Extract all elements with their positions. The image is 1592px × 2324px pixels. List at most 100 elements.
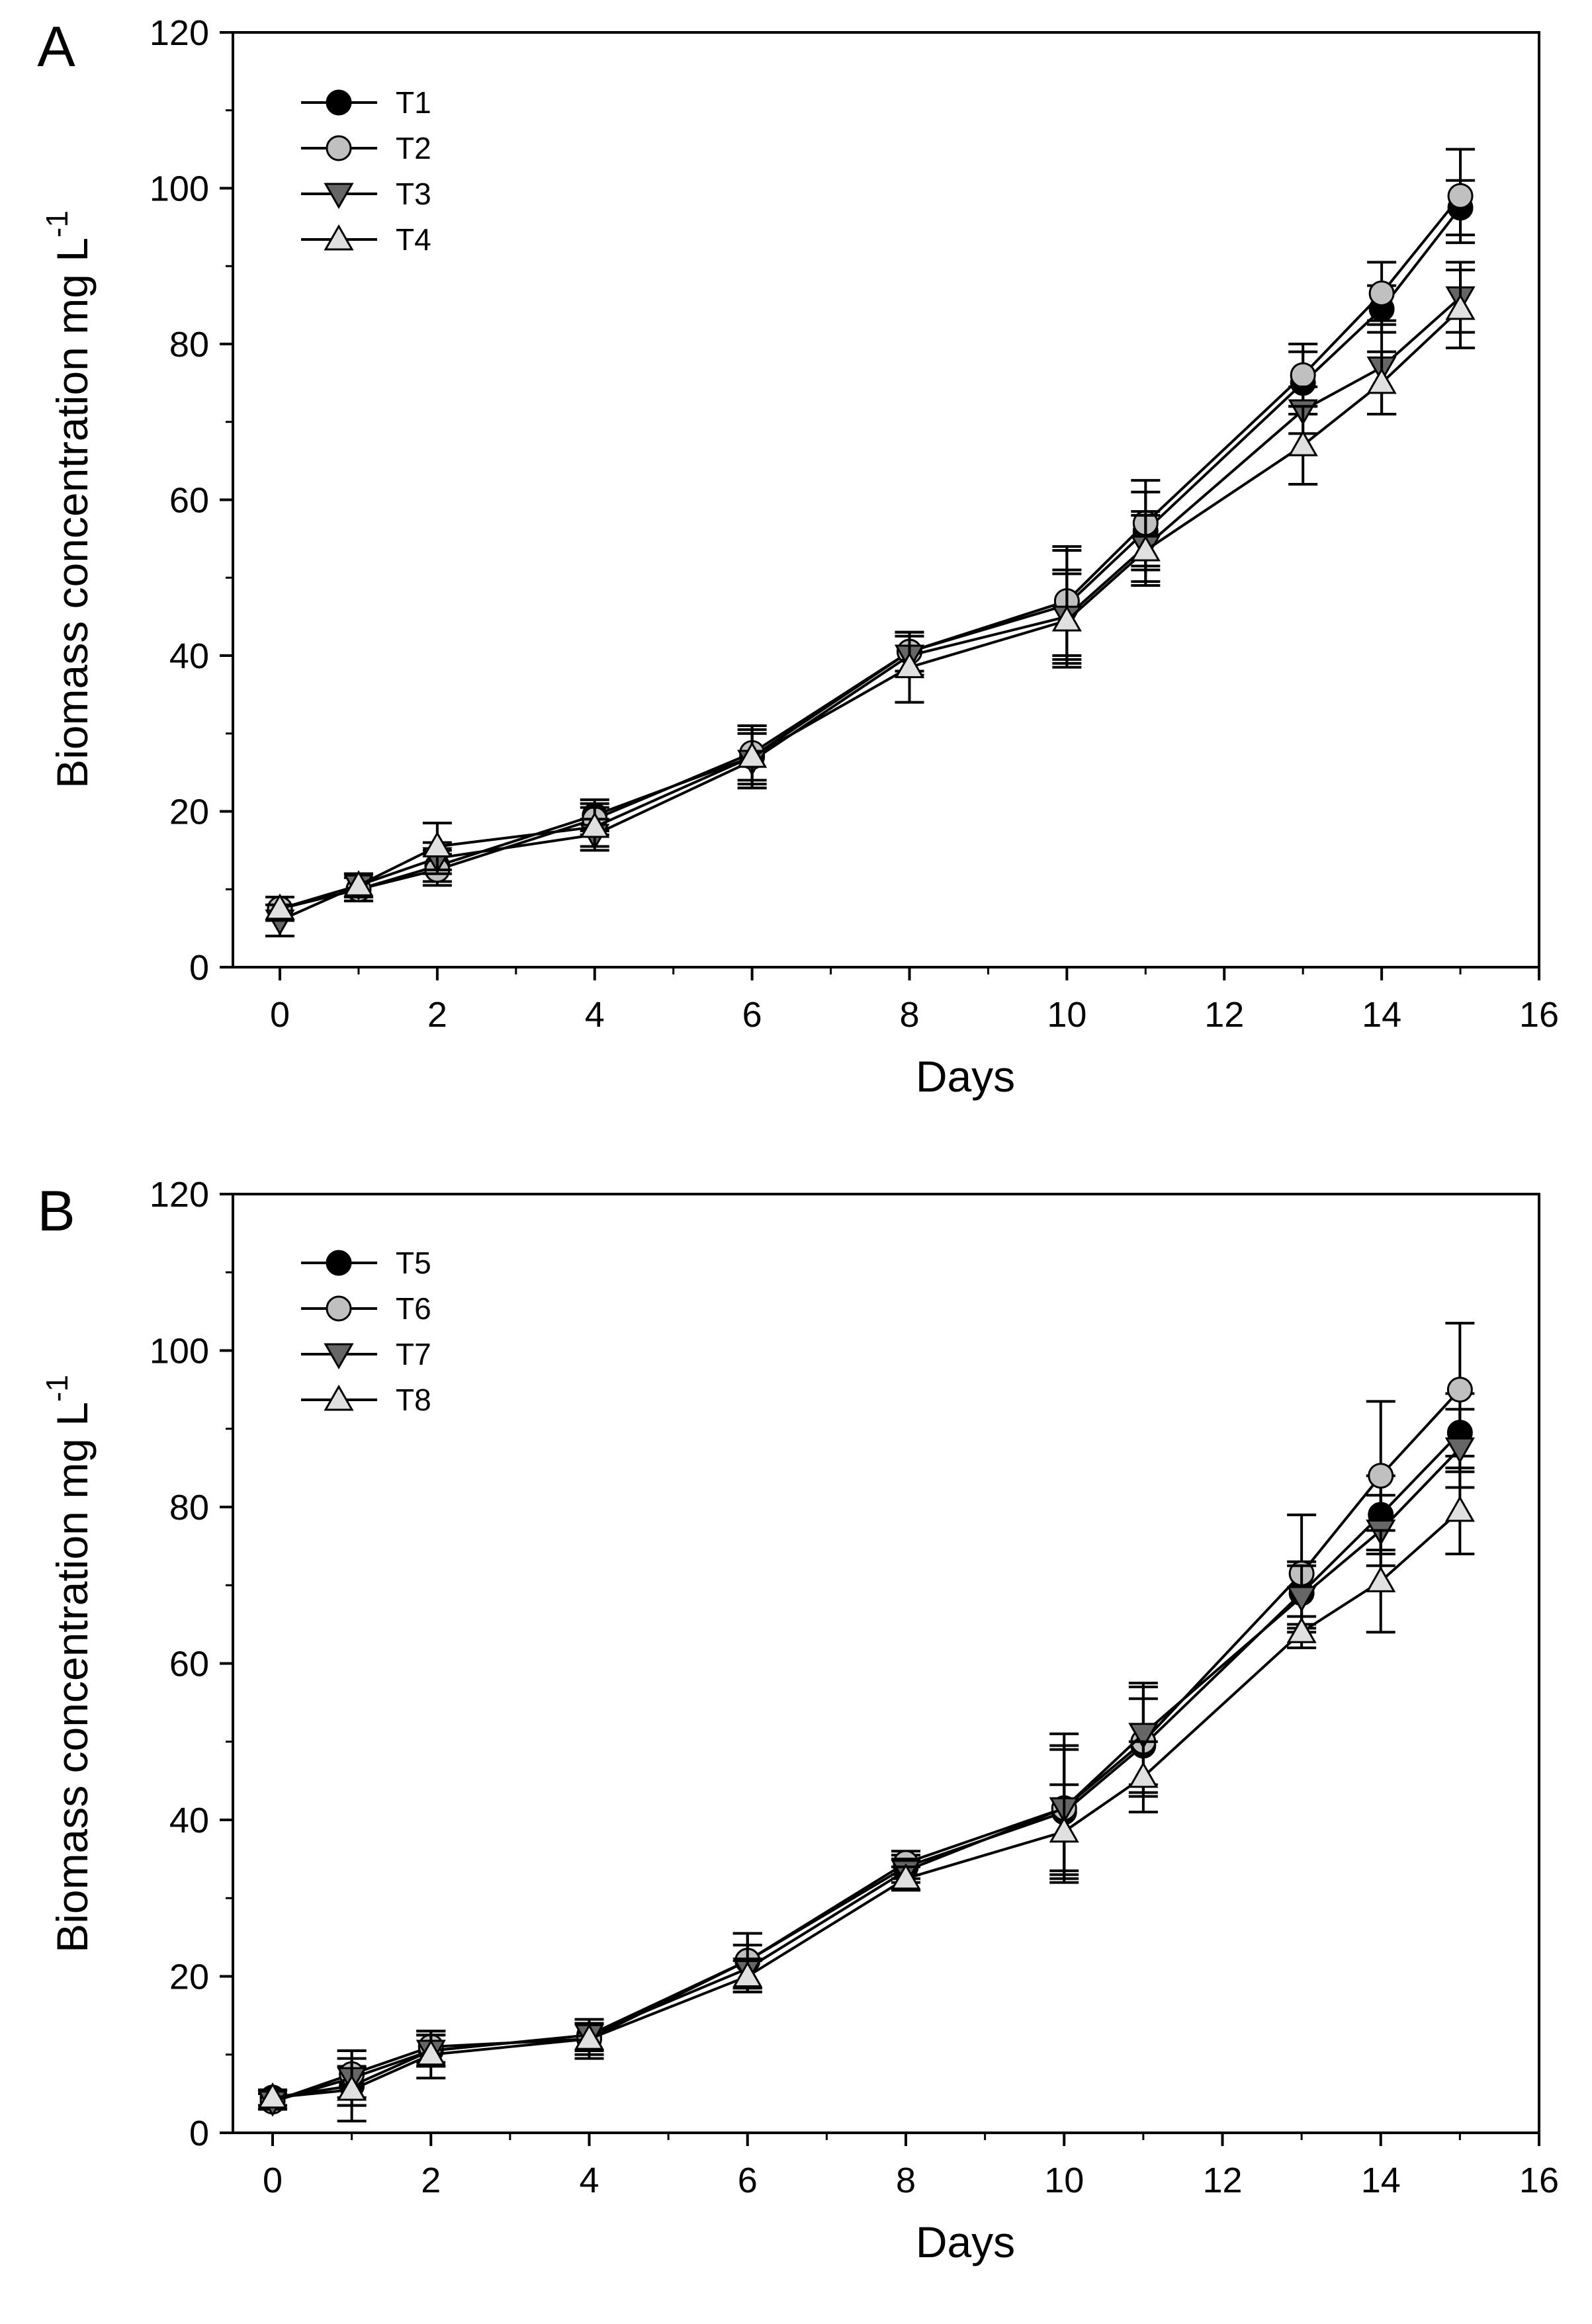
legend-item: T1 [301, 85, 431, 120]
data-point [1366, 367, 1397, 394]
legend-item: T5 [301, 1246, 431, 1280]
y-axis-title: Biomass concentration mg L-1 [40, 210, 97, 789]
legend-label: T7 [396, 1337, 431, 1371]
data-point [891, 1863, 921, 1890]
legend-item: T7 [301, 1337, 431, 1371]
y-tick-label: 40 [169, 636, 209, 676]
data-point [257, 2082, 288, 2109]
legend-label: T1 [396, 85, 431, 120]
y-axis-title-superscript: -1 [40, 210, 74, 237]
panel-A: A 0 2 4 6 8 10 12 14 16 0 20 40 60 80 100 120 Days Biomass… [37, 13, 1559, 1101]
x-axis-title: Days [916, 2217, 1015, 2266]
x-tick-label: 2 [427, 995, 447, 1035]
series-T4 [265, 269, 1476, 922]
legend-label: T5 [396, 1246, 431, 1280]
y-axis-title-superscript: -1 [40, 1375, 74, 1402]
legend-marker [326, 135, 352, 161]
y-tick-label: 120 [150, 1175, 209, 1215]
legend-marker [324, 224, 354, 251]
data-point [1128, 1761, 1159, 1788]
data-point [1446, 1377, 1473, 1403]
x-tick-label: 12 [1202, 2161, 1242, 2200]
data-point [1445, 293, 1476, 320]
y-tick-label: 60 [169, 1645, 209, 1684]
y-tick-label: 0 [189, 2114, 209, 2153]
plot-frame [232, 31, 1540, 968]
legend-item: T3 [301, 177, 431, 211]
x-axis-title: Days [916, 1052, 1015, 1101]
legend-marker [326, 1295, 352, 1322]
data-point [1049, 1816, 1079, 1843]
data-point [265, 893, 295, 920]
x-tick-label: 0 [270, 995, 290, 1035]
x-tick-label: 16 [1519, 2161, 1559, 2200]
legend-item: T8 [301, 1383, 431, 1417]
data-point [1366, 1566, 1396, 1592]
legend-item: T6 [301, 1291, 431, 1326]
series-T6 [258, 1322, 1475, 2115]
series-T8 [257, 1466, 1475, 2123]
data-point [337, 2074, 367, 2101]
panel-B: B 0 2 4 6 8 10 12 14 16 0 20 40 60 80 100 120 Days Biomass… [37, 1175, 1559, 2266]
legend-label: T8 [396, 1383, 431, 1417]
y-axis-title: Biomass concentration mg L-1 [40, 1375, 97, 1953]
data-point [1286, 1586, 1317, 1613]
data-point [1286, 1617, 1317, 1643]
data-point [737, 742, 768, 768]
legend-marker [326, 1250, 352, 1276]
x-tick-label: 12 [1204, 995, 1244, 1035]
x-tick-label: 14 [1361, 2161, 1401, 2200]
series-line [279, 195, 1462, 910]
x-tick-label: 8 [896, 2161, 916, 2200]
x-tick-label: 10 [1047, 995, 1086, 1035]
legend-label: T3 [396, 177, 431, 211]
data-point [1290, 362, 1316, 388]
y-tick-label: 120 [150, 13, 209, 53]
legend-label: T6 [396, 1291, 431, 1326]
legend-marker [324, 183, 354, 210]
data-point [1128, 1723, 1159, 1749]
data-point [574, 2024, 605, 2050]
y-axis-title-text: Biomass concentration mg L [48, 237, 97, 789]
y-tick-label: 80 [169, 325, 209, 365]
y-tick-label: 0 [189, 948, 209, 988]
legend-label: T4 [396, 222, 431, 257]
y-tick-label: 100 [150, 169, 209, 209]
x-tick-label: 4 [585, 995, 605, 1035]
data-point [343, 870, 374, 896]
x-tick-label: 16 [1519, 995, 1559, 1035]
legend-marker [324, 1384, 354, 1411]
series-line [272, 1389, 1461, 2103]
legend-item: T4 [301, 222, 431, 257]
data-point [1288, 430, 1318, 456]
x-tick-label: 2 [421, 2161, 441, 2200]
data-point [1368, 280, 1395, 306]
series-T2 [265, 148, 1476, 922]
data-point [1444, 1437, 1475, 1464]
data-point [416, 2039, 446, 2066]
data-point [422, 831, 453, 857]
series-line [272, 1432, 1461, 2099]
x-tick-label: 6 [738, 2161, 758, 2200]
y-tick-label: 60 [169, 481, 209, 521]
x-tick-label: 6 [742, 995, 762, 1035]
x-tick-label: 8 [899, 995, 919, 1035]
y-axis-title-text: Biomass concentration mg L [48, 1402, 97, 1953]
legend-label: T2 [396, 131, 431, 165]
x-tick-label: 4 [579, 2161, 599, 2200]
y-tick-label: 40 [169, 1801, 209, 1840]
data-point [894, 652, 925, 679]
panel-label: A [37, 15, 75, 79]
x-tick-label: 10 [1044, 2161, 1084, 2200]
legend-marker [326, 89, 352, 116]
data-point [1368, 1463, 1394, 1489]
series-line [272, 1510, 1461, 2099]
data-point [1444, 1495, 1475, 1522]
legend-marker [324, 1343, 354, 1370]
data-point [580, 812, 610, 838]
y-tick-label: 20 [169, 793, 209, 832]
data-point [732, 1961, 763, 1987]
series-line [279, 296, 1462, 922]
data-point [1447, 183, 1474, 209]
